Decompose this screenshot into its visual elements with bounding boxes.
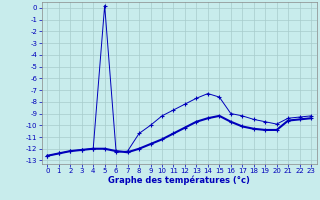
- X-axis label: Graphe des températures (°c): Graphe des températures (°c): [108, 176, 250, 185]
